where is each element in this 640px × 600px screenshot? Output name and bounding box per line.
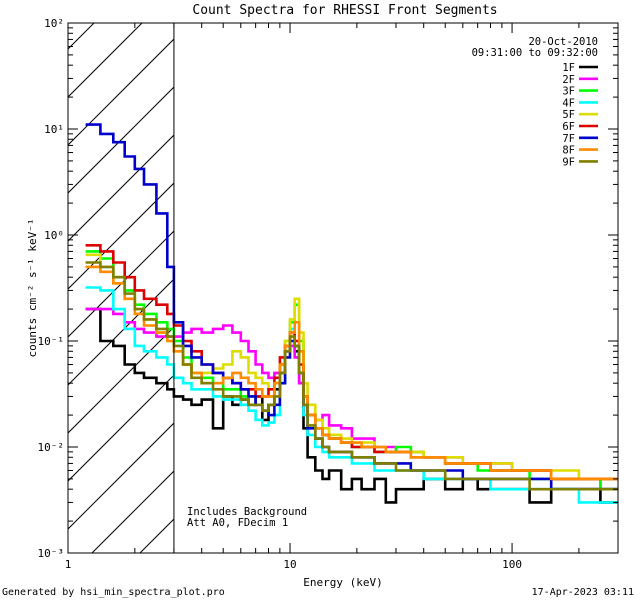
y-tick-label: 10⁻¹ [38, 335, 65, 348]
legend-label-5F: 5F [562, 109, 575, 121]
time-range-label: 09:31:00 to 09:32:00 [472, 47, 598, 59]
legend-label-6F: 6F [562, 121, 575, 133]
legend-label-1F: 1F [562, 62, 575, 74]
y-tick-label: 10¹ [44, 123, 64, 136]
legend-label-9F: 9F [562, 156, 575, 168]
series-line-8F [85, 265, 618, 481]
x-tick-label: 100 [502, 558, 522, 571]
legend-label-2F: 2F [562, 74, 575, 86]
x-axis-ticks: 1 10 100 [65, 23, 619, 571]
y-axis-ticks: 10⁻³ 10⁻² 10⁻¹ 10⁰ 10¹ 10² [38, 17, 618, 560]
hatch-lines [68, 23, 174, 553]
footer-generated-by: Generated by hsi_min_spectra_plot.pro [2, 587, 225, 598]
y-tick-label: 10⁰ [44, 229, 64, 242]
legend-label-3F: 3F [562, 86, 575, 98]
date-label: 20-Oct-2010 [528, 36, 598, 48]
annotation-attenuator: Att A0, FDecim 1 [187, 517, 288, 529]
x-tick-label: 1 [65, 558, 72, 571]
y-tick-label: 10⁻³ [38, 547, 65, 560]
chart-title: Count Spectra for RHESSI Front Segments [192, 3, 497, 18]
legend-label-4F: 4F [562, 97, 575, 109]
annotation-background: Includes Background [187, 506, 307, 518]
series-line-1F [85, 307, 618, 504]
legend-label-8F: 8F [562, 145, 575, 157]
y-tick-label: 10² [44, 17, 64, 30]
y-tick-label: 10⁻² [38, 441, 65, 454]
series-line-9F [85, 261, 618, 491]
x-axis-label: Energy (keV) [303, 576, 382, 589]
footer-timestamp: 17-Apr-2023 03:11 [532, 587, 634, 598]
x-tick-label: 10 [283, 558, 296, 571]
excluded-region-hatch [68, 23, 174, 553]
y-axis-label: counts cm⁻² s⁻¹ keV⁻¹ [26, 218, 39, 357]
legend-label-7F: 7F [562, 133, 575, 145]
series-group [85, 123, 618, 504]
plot-frame [67, 22, 619, 554]
